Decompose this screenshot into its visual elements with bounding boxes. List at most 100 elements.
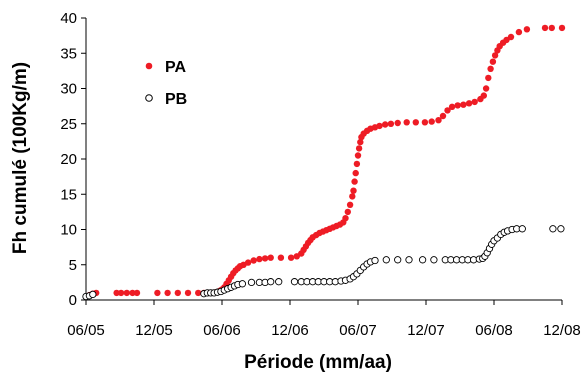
data-point-pa [394,119,401,127]
data-point-pa [277,254,285,261]
legend: PA PB [145,59,187,108]
data-point-pb [371,256,379,265]
y-axis-title: Fh cumulé (100Kg/m) [10,62,31,254]
data-point-pa [376,122,383,130]
data-point-pa [133,289,141,297]
data-point-pa [558,24,566,32]
data-point-pa [357,138,364,146]
data-point-pa [515,28,523,36]
data-point-pa [244,259,252,266]
data-point-pa [403,119,410,126]
data-point-pa [174,289,181,297]
data-point-pa [480,92,487,99]
data-point-pa [287,254,295,261]
data-point-pa [184,289,192,297]
data-point-pa [465,100,473,107]
data-point-pa [421,119,429,126]
data-point-pa [352,169,359,177]
data-point-pa [428,118,435,125]
legend-label-pb: PB [165,91,187,108]
data-point-pa [439,112,447,120]
data-point-pb [430,256,438,264]
y-tick-label: 20 [60,151,77,168]
y-tick-label: 0 [69,292,77,309]
data-point-pa [350,187,357,194]
y-ticks: 0 5 10 15 20 25 30 35 40 [60,10,86,309]
x-tick-label: 12/06 [271,322,309,339]
data-point-pa [346,201,354,208]
data-point-pa [541,24,549,32]
data-point-pa [154,289,161,297]
data-point-pb [89,290,97,299]
data-point-pa [482,85,490,92]
data-point-pb [238,280,247,288]
data-point-pa [123,289,130,297]
y-tick-label: 25 [60,116,77,133]
data-point-pa [412,119,419,126]
data-point-pa [471,98,478,106]
data-point-pa [460,101,467,108]
data-point-pa [382,121,389,128]
data-point-pa [353,160,361,168]
data-point-pa [250,257,257,264]
data-point-pa [435,117,442,124]
data-point-pa [507,33,515,41]
x-axis-title: Période (mm/aa) [244,352,392,373]
x-tick-label: 12/07 [407,322,445,339]
data-point-pb [267,278,275,286]
data-point-pa [261,255,269,262]
data-point-pb [290,278,299,286]
legend-marker-pa [145,62,153,70]
data-point-pa [164,289,171,297]
data-point-pa [444,107,451,114]
data-point-pb [549,225,557,233]
y-tick-label: 5 [69,257,77,274]
data-point-pa [355,145,363,152]
y-tick-label: 40 [60,10,77,27]
y-tick-label: 10 [60,222,77,239]
data-point-pb [418,256,427,264]
x-tick-label: 12/05 [135,322,173,339]
y-tick-label: 15 [60,186,77,203]
data-point-pa [491,52,499,59]
x-tick-label: 06/08 [475,322,513,339]
x-tick-label: 06/06 [203,322,241,339]
data-point-pb [518,225,526,233]
data-point-pa [351,178,358,185]
data-point-pa [256,255,263,263]
series-pa [82,24,566,300]
series-pb [82,225,565,301]
data-point-pa [129,289,136,297]
data-point-pa [487,65,494,73]
x-tick-label: 06/05 [67,322,105,339]
data-point-pa [523,26,531,33]
data-point-pb [275,278,283,286]
x-tick-label: 12/08 [543,322,581,339]
data-point-pb [382,256,390,264]
data-point-pb [247,278,256,287]
data-point-pa [485,74,492,82]
data-point-pa [113,289,120,297]
data-point-pb [405,256,413,264]
data-point-pa [117,289,125,297]
legend-label-pa: PA [165,59,186,76]
data-point-pa [489,58,497,65]
y-tick-label: 30 [60,81,77,98]
x-ticks: 06/05 12/05 06/06 12/06 06/07 12/07 06/08 12/08 [67,300,581,339]
data-point-pa [448,103,456,111]
data-point-pa [342,215,349,222]
series-layer [82,24,566,301]
x-tick-label: 06/07 [339,322,377,339]
data-point-pb [557,225,565,233]
data-point-pa [344,208,351,216]
data-point-pa [548,24,555,32]
data-point-pa [387,120,395,128]
data-point-pa [349,193,356,200]
data-point-pa [454,102,461,109]
data-point-pa [267,254,274,261]
y-tick-label: 35 [60,45,77,62]
data-point-pb [394,256,402,264]
data-point-pa [195,289,202,297]
legend-marker-pb [145,94,153,102]
